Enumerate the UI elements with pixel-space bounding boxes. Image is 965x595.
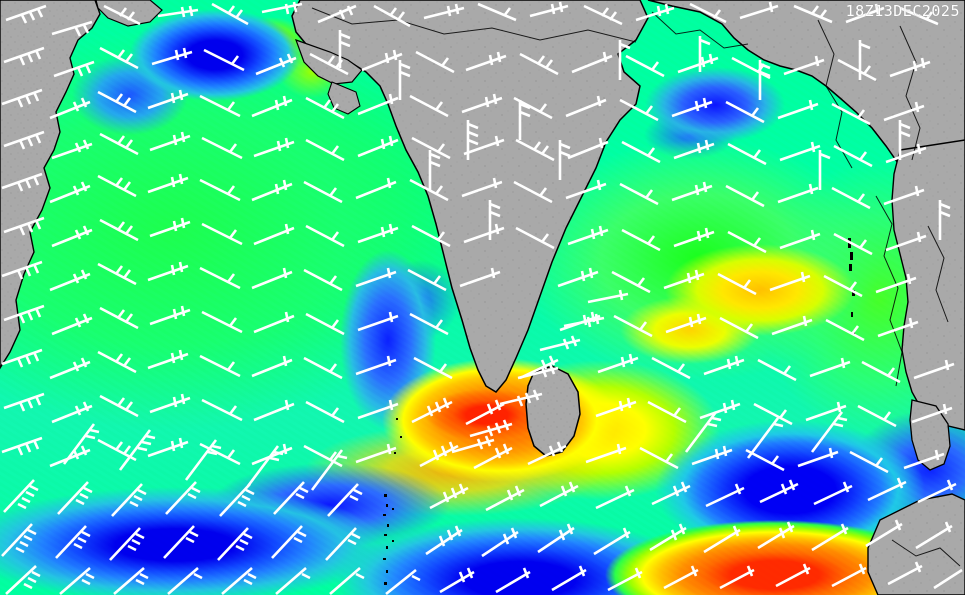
region-maldives (383, 494, 394, 585)
timestamp-label: 18Z13DEC2025 (845, 2, 960, 20)
country-borders (311, 7, 961, 567)
region-sumatra (867, 493, 965, 595)
region-malay-peninsula (909, 399, 951, 471)
region-indochina (891, 139, 965, 431)
region-lakshadweep (394, 418, 402, 454)
